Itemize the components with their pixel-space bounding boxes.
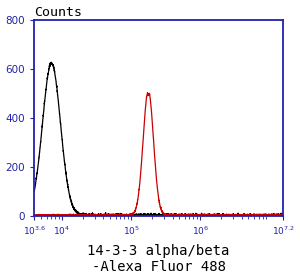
Text: Counts: Counts <box>34 6 82 18</box>
X-axis label: 14-3-3 alpha/beta
-Alexa Fluor 488: 14-3-3 alpha/beta -Alexa Fluor 488 <box>88 244 230 274</box>
